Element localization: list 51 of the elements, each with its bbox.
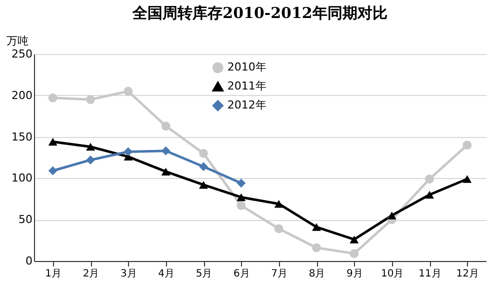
y-tick-label: 250 bbox=[12, 48, 32, 60]
legend-label: 2010年 bbox=[227, 60, 266, 74]
x-tick-label: 10月 bbox=[380, 268, 404, 280]
y-tick-label: 100 bbox=[12, 172, 32, 185]
point bbox=[199, 180, 208, 189]
y-tick-label: 150 bbox=[12, 130, 32, 144]
x-tick-label: 3月 bbox=[120, 268, 137, 280]
legend-label: 2012年 bbox=[227, 98, 266, 112]
point bbox=[387, 212, 396, 220]
point bbox=[312, 223, 321, 231]
point bbox=[161, 146, 170, 156]
point bbox=[124, 147, 133, 156]
point bbox=[199, 162, 208, 172]
x-tick-label: 5月 bbox=[196, 268, 212, 280]
point bbox=[274, 200, 284, 208]
y-tick-label: 50 bbox=[18, 213, 32, 226]
point bbox=[274, 224, 284, 234]
x-tick-label: 12月 bbox=[456, 268, 480, 280]
y-tick-label: 200 bbox=[12, 88, 32, 102]
point bbox=[86, 142, 95, 151]
point bbox=[161, 122, 170, 130]
point bbox=[48, 93, 58, 102]
point bbox=[312, 243, 321, 252]
point bbox=[124, 86, 133, 96]
x-tick-label: 6月 bbox=[233, 268, 250, 280]
point bbox=[236, 193, 246, 202]
point bbox=[350, 236, 359, 244]
y-tick-label: 0 bbox=[26, 254, 32, 268]
point bbox=[199, 148, 208, 158]
point bbox=[425, 174, 434, 184]
x-tick-label: 9月 bbox=[346, 268, 363, 280]
point bbox=[350, 249, 359, 258]
chart-title: 全国周转库存2010-2012年同期对比 bbox=[132, 4, 388, 22]
point bbox=[48, 166, 58, 176]
x-tick-label: 7月 bbox=[271, 268, 288, 280]
x-tick-label: 1月 bbox=[45, 268, 62, 280]
legend-label: 2011年 bbox=[227, 80, 266, 93]
point bbox=[425, 190, 434, 199]
point bbox=[236, 201, 246, 210]
point bbox=[161, 168, 170, 176]
point bbox=[48, 138, 58, 146]
x-tick-label: 4月 bbox=[158, 268, 175, 280]
point bbox=[86, 95, 95, 104]
x-tick-label: 2月 bbox=[82, 268, 100, 280]
point bbox=[462, 175, 472, 183]
point bbox=[236, 178, 246, 188]
y-axis-title: 万吨 bbox=[6, 34, 28, 48]
x-tick-label: 8月 bbox=[308, 268, 326, 280]
x-tick-label: 11月 bbox=[418, 268, 442, 280]
point bbox=[86, 156, 95, 164]
point bbox=[462, 140, 472, 150]
